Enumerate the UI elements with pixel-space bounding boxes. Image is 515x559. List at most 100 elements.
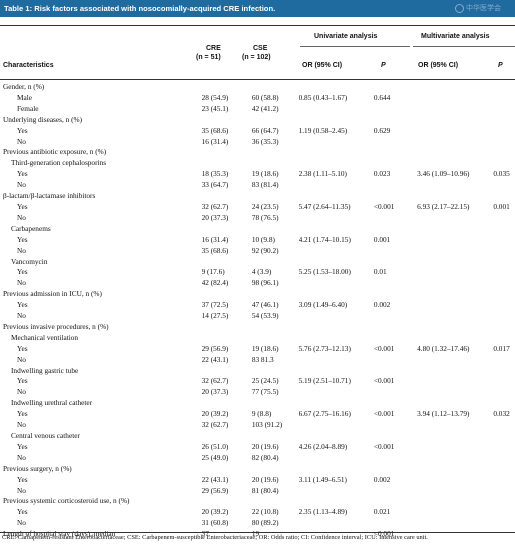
table-row: Yes 9 (17.6) 4 (3.9) 5.25 (1.53–18.00) 0.01 [3, 267, 515, 278]
univariate-or-ci [299, 496, 374, 507]
table-row: Yes 16 (31.4) 10 (9.8) 4.21 (1.74–10.15) 0.0… [3, 235, 515, 246]
row-label: Carbapenems [11, 223, 51, 233]
multivariate-p-value [493, 278, 515, 289]
univariate-p-value [374, 387, 417, 398]
table-subsection-row: Indwelling gastric tube [3, 366, 515, 377]
multivariate-p-value [493, 322, 515, 333]
cre-value: 23 (45.1) [201, 103, 229, 113]
cre-value [202, 322, 252, 333]
cre-value: 37 (72.5) [201, 300, 229, 310]
univariate-p-value: 0.021 [373, 507, 391, 517]
row-label: Third-generation cephalosporins [11, 158, 107, 168]
table-row: Yes 32 (62.7) 24 (23.5) 5.47 (2.64–11.35) <0… [3, 202, 515, 213]
table-row: Yes 18 (35.3) 19 (18.6) 2.38 (1.11–5.10) 0.0… [3, 169, 515, 180]
multivariate-p-value [493, 355, 515, 366]
univariate-or-ci [299, 486, 374, 497]
multivariate-or-ci [417, 442, 493, 453]
row-label: Previous admission in ICU, n (%) [3, 289, 102, 299]
multivariate-p-value [493, 431, 515, 442]
univariate-p-value: <0.001 [373, 343, 395, 353]
row-label: Underlying diseases, n (%) [3, 114, 83, 124]
multivariate-p-value [493, 311, 515, 322]
cre-value [202, 496, 252, 507]
cse-value [252, 147, 299, 158]
multivariate-or-ci [417, 147, 493, 158]
univariate-or-ci: 1.19 (0.58–2.45) [298, 125, 348, 135]
cre-value: 37 [201, 529, 209, 539]
univariate-p-value [374, 496, 417, 507]
table-section-row: Previous systemic corticosteroid use, n … [3, 496, 515, 507]
univariate-p-value [374, 431, 417, 442]
cse-value [252, 398, 299, 409]
univariate-p-value: 0.001 [373, 234, 391, 244]
univariate-or-ci [299, 137, 374, 148]
header-cre: CRE [206, 45, 221, 52]
multivariate-or-ci [417, 322, 493, 333]
cre-value: 9 (17.6) [201, 267, 225, 277]
univariate-p-value [374, 191, 417, 202]
univariate-or-ci: 2.35 (1.13–4.89) [298, 507, 348, 517]
table-row: No 33 (64.7) 83 (81.4) [3, 180, 515, 191]
cse-value: 4 (3.9) [251, 267, 272, 277]
univariate-p-value [374, 137, 417, 148]
table-row: Yes 32 (62.7) 25 (24.5) 5.19 (2.51–10.71) <0… [3, 376, 515, 387]
header-or-ci-univariate: OR (95% CI) [302, 62, 343, 69]
row-label: Yes [17, 234, 28, 244]
multivariate-p-value [493, 213, 515, 224]
cse-value: 83 (81.4) [251, 180, 279, 190]
univariate-p-value: 0.629 [373, 125, 391, 135]
cre-value: 26 (51.0) [201, 441, 229, 451]
row-label: No [17, 278, 26, 288]
cse-value: 19 (18.6) [251, 343, 279, 353]
table-section-row: Gender, n (%) [3, 82, 515, 93]
cse-value: 36 (35.3) [251, 136, 279, 146]
table-bottom-rule [0, 532, 515, 533]
cse-value [252, 257, 299, 268]
table-row: Yes 37 (72.5) 47 (46.1) 3.09 (1.49–6.40) 0.0… [3, 300, 515, 311]
table-section-row: Previous antibiotic exposure, n (%) [3, 147, 515, 158]
univariate-p-value: 0.002 [373, 474, 391, 484]
univariate-or-ci: 3.11 (1.49–6.51) [298, 474, 347, 484]
multivariate-p-value [493, 191, 515, 202]
multivariate-or-ci [417, 115, 493, 126]
multivariate-or-ci [417, 486, 493, 497]
univariate-p-value: 0.023 [373, 169, 391, 179]
multivariate-p-value [493, 246, 515, 257]
row-label: Yes [17, 125, 28, 135]
univariate-or-ci [299, 355, 374, 366]
row-label: Female [17, 103, 39, 113]
univariate-p-value [374, 180, 417, 191]
cre-value [202, 333, 252, 344]
cre-value: 22 (43.1) [201, 354, 229, 364]
cre-value: 31 (60.8) [201, 518, 229, 528]
table-subsection-row: Carbapenems [3, 224, 515, 235]
cse-value: 10 (9.8) [251, 234, 275, 244]
table-subsection-row: Vancomycin [3, 257, 515, 268]
multivariate-p-value: 0.032 [493, 409, 510, 419]
univariate-or-ci [299, 257, 374, 268]
cre-value: 16 (31.4) [201, 136, 229, 146]
multivariate-p-value [493, 507, 515, 518]
univariate-or-ci [299, 180, 374, 191]
univariate-or-ci: 0.85 (0.43–1.67) [298, 92, 348, 102]
multivariate-or-ci [417, 366, 493, 377]
row-label: No [17, 485, 26, 495]
row-label: Yes [17, 507, 28, 517]
univariate-or-ci [299, 115, 374, 126]
row-label: Yes [17, 441, 28, 451]
univariate-or-ci [299, 518, 374, 529]
multivariate-p-value [493, 126, 515, 137]
univariate-p-value [374, 311, 417, 322]
multivariate-or-ci [417, 311, 493, 322]
cre-value: 20 (37.3) [201, 212, 229, 222]
univariate-or-ci [299, 398, 374, 409]
table-row: Yes 29 (56.9) 19 (18.6) 5.76 (2.73–12.13) <0… [3, 344, 515, 355]
cse-value [252, 322, 299, 333]
cse-value: 81 (80.4) [251, 485, 279, 495]
univariate-p-value: <0.001 [373, 409, 395, 419]
row-label: Indwelling urethral catheter [11, 398, 93, 408]
cre-value [202, 366, 252, 377]
univariate-or-ci: 5.47 (2.64–11.35) [298, 201, 351, 211]
table-section-row: Previous admission in ICU, n (%) [3, 289, 515, 300]
cre-value [202, 257, 252, 268]
